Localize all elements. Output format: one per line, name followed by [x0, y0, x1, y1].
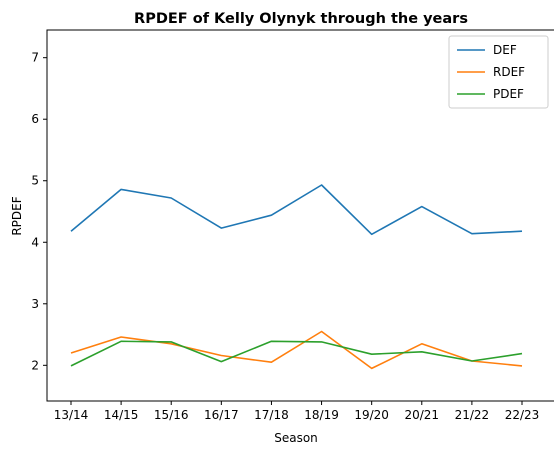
x-tick-label: 13/14	[54, 408, 89, 422]
legend-label-def: DEF	[493, 43, 517, 57]
x-tick-label: 22/23	[505, 408, 540, 422]
plot-frame	[46, 29, 554, 402]
y-tick-label: 2	[31, 358, 39, 372]
series-line-rdef	[70, 330, 523, 370]
x-tick-label: 15/16	[154, 408, 189, 422]
y-axis: 2 3 4 5 6 7	[31, 51, 47, 372]
x-axis-label: Season	[274, 431, 318, 445]
x-tick-label: 21/22	[455, 408, 490, 422]
y-tick-label: 5	[31, 174, 39, 188]
legend-box	[448, 35, 549, 109]
x-tick-label: 16/17	[204, 408, 239, 422]
legend-label-rdef: RDEF	[493, 65, 525, 79]
series-line-pdef	[70, 340, 523, 367]
x-tick-label: 18/19	[304, 408, 339, 422]
series-layer	[70, 184, 523, 370]
y-tick-label: 4	[31, 235, 39, 249]
legend: DEF RDEF PDEF	[448, 35, 549, 109]
y-axis-label: RPDEF	[10, 196, 24, 235]
x-tick-label: 14/15	[104, 408, 139, 422]
y-tick-label: 6	[31, 112, 39, 126]
y-tick-label: 7	[31, 51, 39, 65]
x-tick-label: 19/20	[354, 408, 389, 422]
x-axis: 13/14 14/15 15/16 16/17 17/18 18/19 19/20 20/21…	[54, 401, 540, 422]
x-tick-label: 17/18	[254, 408, 289, 422]
y-tick-label: 3	[31, 297, 39, 311]
chart-title: RPDEF of Kelly Olynyk through the years	[134, 11, 468, 27]
plot-area	[46, 29, 554, 402]
legend-label-pdef: PDEF	[493, 87, 524, 101]
series-line-def	[70, 184, 523, 236]
x-tick-label: 20/21	[404, 408, 439, 422]
